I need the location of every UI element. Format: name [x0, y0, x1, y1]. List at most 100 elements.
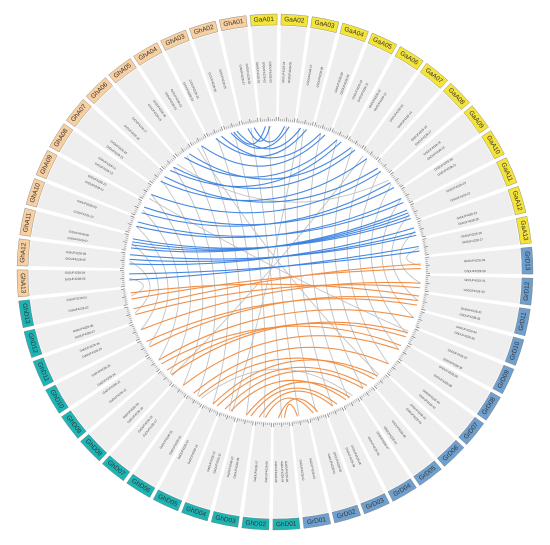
tick-mark — [417, 320, 420, 323]
tick-mark — [409, 339, 413, 341]
tick-mark — [393, 365, 396, 367]
chromosome-GaA03 — [310, 16, 340, 33]
tick-mark — [372, 155, 375, 158]
tick-mark — [370, 388, 373, 391]
chromosome-GrD09 — [492, 364, 515, 395]
link-gray — [321, 139, 364, 389]
gene-label: GhDUF4228-30 — [463, 288, 485, 294]
link-blue — [129, 250, 420, 275]
band-GhD01 — [272, 421, 299, 518]
link-gray — [250, 127, 282, 418]
tick-mark — [351, 139, 354, 143]
tick-mark — [241, 120, 243, 125]
gene-label: GaDUF4228-04 — [280, 461, 285, 483]
tick-mark — [418, 318, 423, 321]
tick-mark — [344, 135, 346, 139]
tick-mark — [360, 145, 362, 148]
tick-mark — [210, 132, 212, 136]
tick-mark — [138, 198, 143, 201]
tick-mark — [129, 320, 132, 322]
chromosome-label: GaA01 — [254, 16, 275, 24]
tick-mark — [146, 356, 151, 360]
chromosome-label: GaA13 — [519, 220, 529, 241]
tick-mark — [341, 407, 344, 412]
tick-mark — [355, 399, 358, 402]
gene-label: GhDUF4228-08 — [334, 71, 345, 93]
gene-label: GrDUF4228-10 — [73, 209, 94, 219]
tick-mark — [206, 132, 209, 137]
tick-mark — [412, 209, 415, 211]
chromosome-GaA06 — [394, 46, 424, 71]
tick-mark — [158, 172, 161, 175]
tick-mark — [312, 121, 314, 126]
chromosome-GhA05 — [108, 58, 137, 84]
link-gray — [173, 166, 216, 396]
gene-label: GrDUF4228-01 — [66, 295, 87, 302]
tick-mark — [420, 232, 424, 234]
tick-mark — [171, 383, 175, 388]
band-GhA07 — [75, 107, 164, 184]
link-gray — [142, 209, 180, 361]
chromosome-GaA10 — [481, 130, 505, 160]
chromosome-GrD05 — [413, 460, 442, 486]
background-band-track — [28, 26, 521, 518]
tick-mark — [223, 414, 225, 417]
tick-mark — [156, 367, 159, 370]
chromosome-GhD07 — [102, 455, 131, 482]
tick-mark — [137, 203, 141, 205]
link-orange — [264, 397, 314, 418]
link-gray — [131, 243, 159, 331]
link-gray — [171, 155, 364, 377]
tick-mark — [338, 131, 342, 136]
tick-mark — [354, 400, 356, 403]
tick-mark — [127, 312, 130, 314]
tick-mark — [140, 344, 143, 346]
link-gray — [129, 260, 151, 314]
gene-label: GhDUF4228-27 — [462, 237, 484, 244]
tick-mark — [169, 160, 172, 163]
tick-mark — [236, 418, 238, 423]
tick-mark — [187, 146, 189, 149]
tick-mark — [196, 137, 200, 142]
tick-mark — [364, 393, 367, 396]
chromosome-GhA08 — [49, 123, 74, 153]
tick-mark — [424, 291, 429, 293]
tick-mark — [157, 173, 160, 176]
band-GaA04 — [314, 34, 365, 133]
tick-mark — [379, 161, 381, 163]
tick-mark — [185, 395, 189, 400]
link-gray — [334, 148, 377, 378]
band-GaA11 — [409, 162, 506, 220]
chromosome-GaA02 — [280, 13, 309, 28]
tick-mark — [203, 134, 207, 138]
chromosome-GhA06 — [85, 77, 114, 105]
tick-mark — [413, 332, 416, 334]
tick-mark — [397, 182, 400, 185]
tick-mark — [143, 189, 148, 193]
tick-mark — [386, 168, 388, 170]
tick-mark — [365, 149, 367, 152]
tick-mark — [315, 417, 317, 420]
tick-mark — [386, 372, 391, 376]
link-blue — [141, 182, 391, 227]
tick-mark — [177, 389, 181, 393]
gene-label: GaDUF4228-05 — [274, 461, 278, 483]
tick-mark — [396, 180, 399, 183]
chromosome-GaA07 — [419, 62, 448, 89]
tick-mark — [226, 415, 229, 420]
tick-mark — [220, 126, 223, 131]
tick-mark — [254, 421, 256, 426]
tick-mark — [132, 327, 135, 330]
band-GrD03 — [327, 406, 385, 503]
chromosome-GhD12 — [23, 328, 43, 358]
link-orange — [224, 370, 364, 410]
link-orange — [133, 263, 421, 310]
gene-label: GaDUF4228-02 — [299, 459, 306, 481]
tick-mark — [195, 140, 198, 143]
tick-mark — [211, 409, 213, 412]
tick-mark — [188, 396, 190, 399]
tick-mark — [381, 163, 384, 166]
tick-mark — [347, 404, 349, 407]
tick-mark — [187, 143, 191, 148]
tick-mark — [354, 140, 358, 145]
